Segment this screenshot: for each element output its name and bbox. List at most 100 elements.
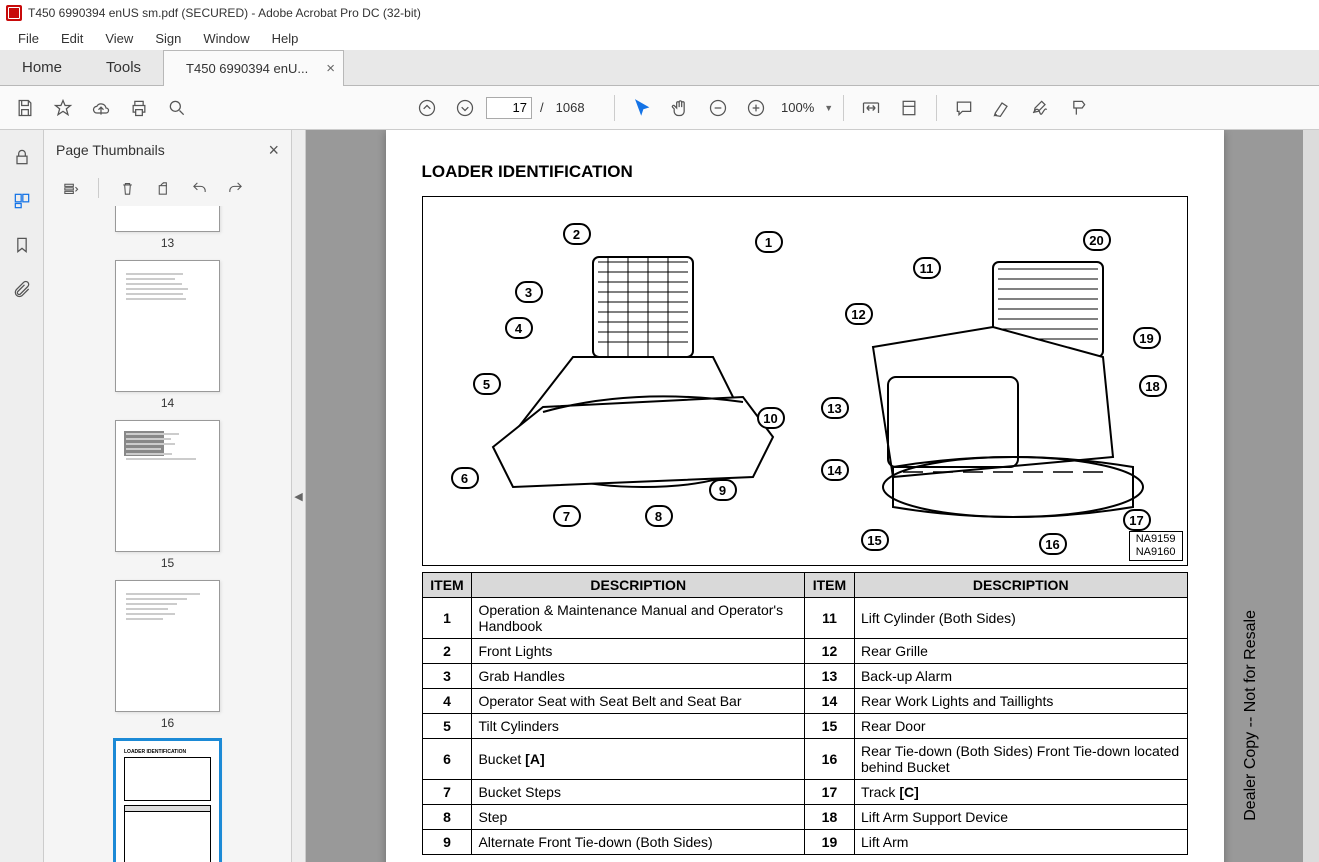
item-cell: 6 bbox=[422, 739, 472, 780]
item-cell: 3 bbox=[422, 664, 472, 689]
fit-width-icon[interactable] bbox=[854, 91, 888, 125]
thumbnail-number: 16 bbox=[161, 716, 174, 730]
select-tool-icon[interactable] bbox=[625, 91, 659, 125]
page-separator: / bbox=[540, 100, 544, 115]
zoom-in-icon[interactable] bbox=[739, 91, 773, 125]
callout-20: 20 bbox=[1083, 229, 1111, 251]
page-number-input[interactable] bbox=[486, 97, 532, 119]
pdf-icon bbox=[6, 5, 22, 21]
page-down-icon[interactable] bbox=[448, 91, 482, 125]
thumb-options-icon[interactable] bbox=[56, 174, 84, 202]
table-header-item-2: ITEM bbox=[804, 573, 854, 598]
close-panel-icon[interactable]: × bbox=[268, 140, 279, 161]
callout-6: 6 bbox=[451, 467, 479, 489]
sign-icon[interactable] bbox=[1023, 91, 1057, 125]
callout-12: 12 bbox=[845, 303, 873, 325]
zoom-dropdown-icon[interactable]: ▼ bbox=[824, 103, 833, 113]
item-cell: 15 bbox=[804, 714, 854, 739]
star-icon[interactable] bbox=[46, 91, 80, 125]
tab-bar: Home Tools T450 6990394 enU... × bbox=[0, 50, 1319, 86]
tab-home[interactable]: Home bbox=[0, 49, 84, 85]
thumbnail-page[interactable] bbox=[115, 580, 220, 712]
description-cell: Operation & Maintenance Manual and Opera… bbox=[472, 598, 805, 639]
rotate-icon[interactable] bbox=[149, 174, 177, 202]
table-header-desc-1: DESCRIPTION bbox=[472, 573, 805, 598]
description-cell: Lift Arm Support Device bbox=[854, 805, 1187, 830]
thumbnail-page[interactable]: LOADER IDENTIFICATION bbox=[115, 740, 220, 862]
description-cell: Rear Work Lights and Taillights bbox=[854, 689, 1187, 714]
bookmark-icon[interactable] bbox=[9, 232, 35, 258]
item-cell: 9 bbox=[422, 830, 472, 855]
page-total: 1068 bbox=[556, 100, 585, 115]
table-row: 6Bucket [A]16Rear Tie-down (Both Sides) … bbox=[422, 739, 1187, 780]
more-tools-icon[interactable] bbox=[1061, 91, 1095, 125]
thumbnail-item[interactable]: 16 bbox=[44, 580, 291, 730]
window-title-bar: T450 6990394 enUS sm.pdf (SECURED) - Ado… bbox=[0, 0, 1319, 26]
document-area[interactable]: LOADER IDENTIFICATION bbox=[306, 130, 1303, 862]
page-up-icon[interactable] bbox=[410, 91, 444, 125]
fit-page-icon[interactable] bbox=[892, 91, 926, 125]
callout-15: 15 bbox=[861, 529, 889, 551]
document-page: LOADER IDENTIFICATION bbox=[386, 130, 1224, 862]
loader-rear-sketch bbox=[843, 257, 1153, 537]
callout-5: 5 bbox=[473, 373, 501, 395]
zoom-level[interactable]: 100% bbox=[781, 100, 814, 115]
description-cell: Rear Grille bbox=[854, 639, 1187, 664]
item-cell: 1 bbox=[422, 598, 472, 639]
item-cell: 7 bbox=[422, 780, 472, 805]
item-cell: 11 bbox=[804, 598, 854, 639]
lock-icon[interactable] bbox=[9, 144, 35, 170]
right-rail bbox=[1303, 130, 1319, 862]
cloud-icon[interactable] bbox=[84, 91, 118, 125]
table-row: 9Alternate Front Tie-down (Both Sides)19… bbox=[422, 830, 1187, 855]
tab-document[interactable]: T450 6990394 enU... × bbox=[163, 50, 344, 86]
description-cell: Back-up Alarm bbox=[854, 664, 1187, 689]
hand-tool-icon[interactable] bbox=[663, 91, 697, 125]
table-row: 5Tilt Cylinders15Rear Door bbox=[422, 714, 1187, 739]
menu-bar: File Edit View Sign Window Help bbox=[0, 26, 1319, 50]
thumbnails-title: Page Thumbnails bbox=[56, 142, 165, 158]
thumbnail-number: 14 bbox=[161, 396, 174, 410]
menu-view[interactable]: View bbox=[95, 29, 143, 48]
callout-17: 17 bbox=[1123, 509, 1151, 531]
thumbnail-item[interactable]: 15 bbox=[44, 420, 291, 570]
menu-sign[interactable]: Sign bbox=[145, 29, 191, 48]
thumbnails-panel: Page Thumbnails × 13 14 15 16 LOADER IDENTIF… bbox=[44, 130, 292, 862]
menu-file[interactable]: File bbox=[8, 29, 49, 48]
tab-tools[interactable]: Tools bbox=[84, 49, 163, 85]
menu-edit[interactable]: Edit bbox=[51, 29, 93, 48]
thumbnail-page[interactable] bbox=[115, 206, 220, 232]
search-icon[interactable] bbox=[160, 91, 194, 125]
thumbnail-page[interactable] bbox=[115, 420, 220, 552]
thumbnail-item[interactable]: LOADER IDENTIFICATION17 bbox=[44, 740, 291, 862]
thumbnail-page[interactable] bbox=[115, 260, 220, 392]
save-icon[interactable] bbox=[8, 91, 42, 125]
zoom-out-icon[interactable] bbox=[701, 91, 735, 125]
description-cell: Tilt Cylinders bbox=[472, 714, 805, 739]
thumbnails-icon[interactable] bbox=[9, 188, 35, 214]
menu-help[interactable]: Help bbox=[262, 29, 309, 48]
item-cell: 5 bbox=[422, 714, 472, 739]
comment-icon[interactable] bbox=[947, 91, 981, 125]
table-row: 1Operation & Maintenance Manual and Oper… bbox=[422, 598, 1187, 639]
description-cell: Rear Door bbox=[854, 714, 1187, 739]
menu-window[interactable]: Window bbox=[193, 29, 259, 48]
callout-11: 11 bbox=[913, 257, 941, 279]
description-cell: Lift Cylinder (Both Sides) bbox=[854, 598, 1187, 639]
thumbnail-item[interactable]: 13 bbox=[44, 206, 291, 250]
collapse-handle[interactable]: ◀ bbox=[292, 130, 306, 862]
thumbnails-list[interactable]: 13 14 15 16 LOADER IDENTIFICATION17 bbox=[44, 206, 291, 862]
table-header-item-1: ITEM bbox=[422, 573, 472, 598]
attachment-icon[interactable] bbox=[9, 276, 35, 302]
redo-icon[interactable] bbox=[221, 174, 249, 202]
item-cell: 16 bbox=[804, 739, 854, 780]
close-tab-icon[interactable]: × bbox=[326, 60, 335, 77]
callout-18: 18 bbox=[1139, 375, 1167, 397]
highlight-icon[interactable] bbox=[985, 91, 1019, 125]
table-header-desc-2: DESCRIPTION bbox=[854, 573, 1187, 598]
print-icon[interactable] bbox=[122, 91, 156, 125]
undo-icon[interactable] bbox=[185, 174, 213, 202]
delete-icon[interactable] bbox=[113, 174, 141, 202]
description-cell: Rear Tie-down (Both Sides) Front Tie-dow… bbox=[854, 739, 1187, 780]
thumbnail-item[interactable]: 14 bbox=[44, 260, 291, 410]
